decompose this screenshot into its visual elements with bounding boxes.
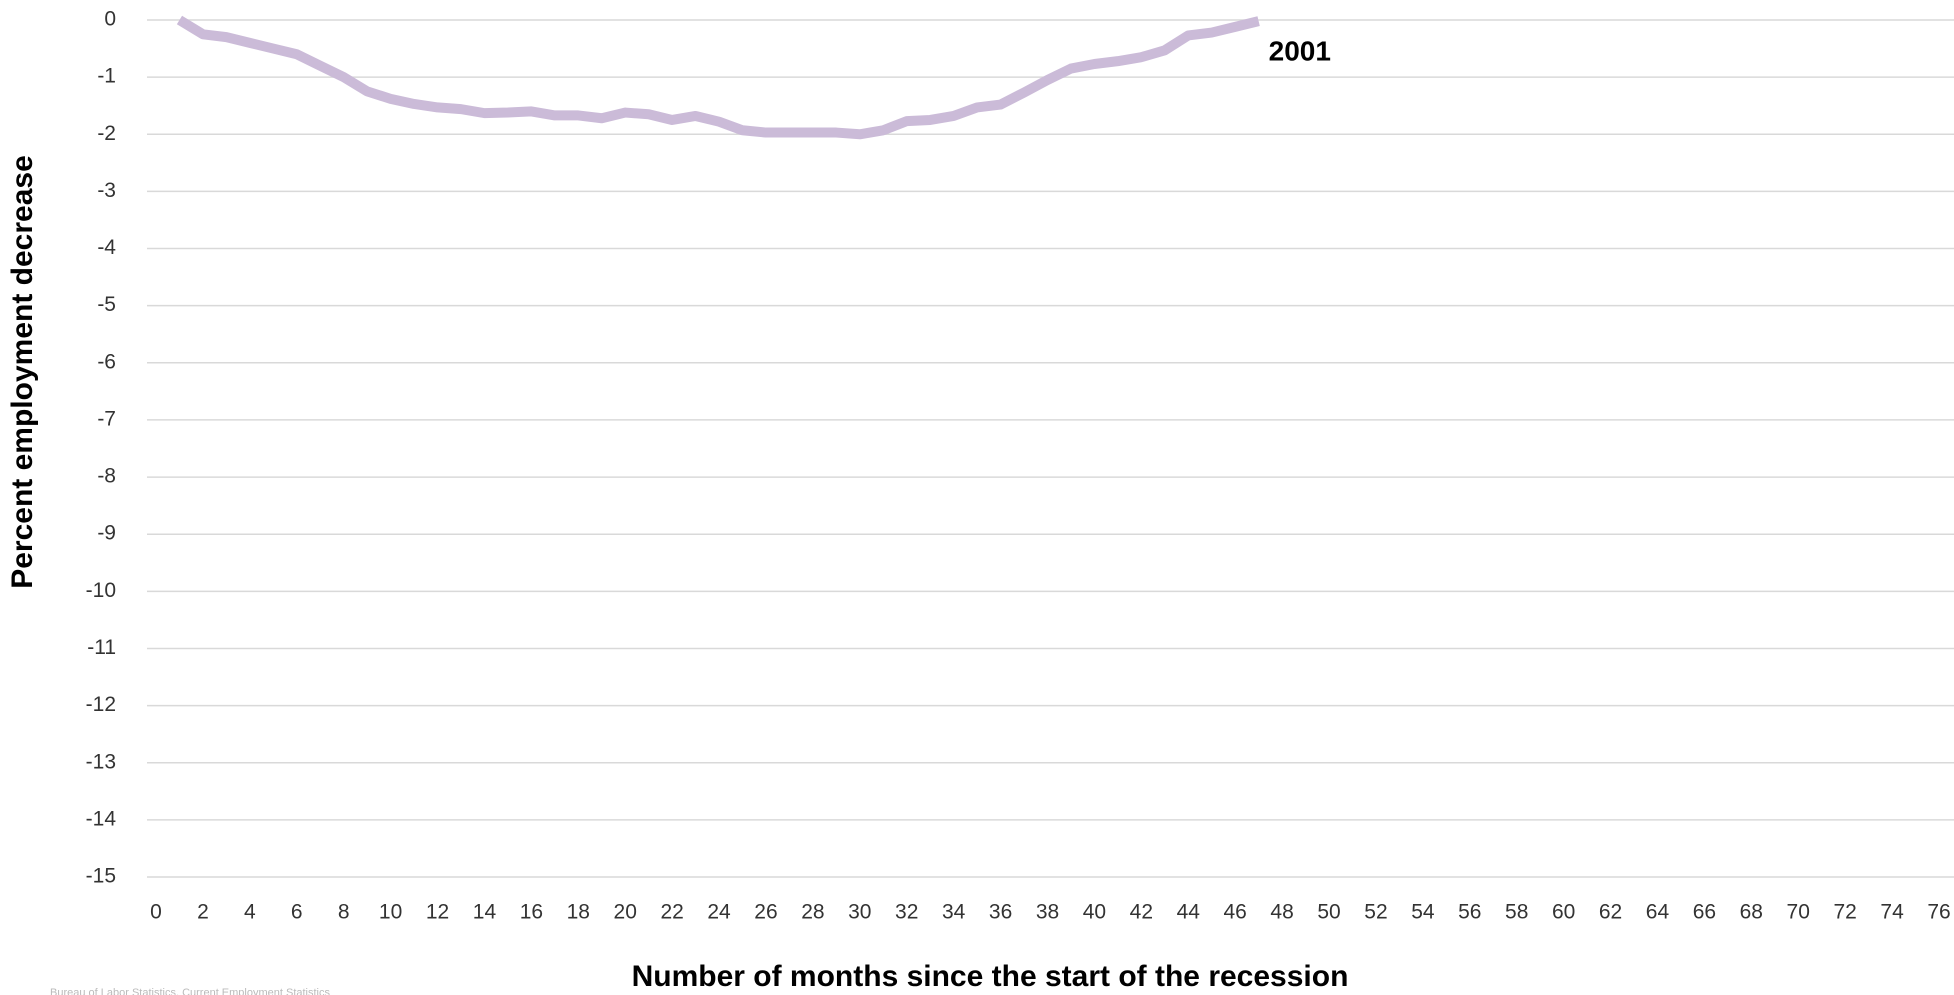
x-tick-label: 22 (660, 901, 683, 924)
x-tick-label: 72 (1833, 901, 1856, 924)
x-tick-label: 16 (520, 901, 543, 924)
x-tick-label: 40 (1083, 901, 1106, 924)
x-tick-label: 12 (426, 901, 449, 924)
x-tick-label: 38 (1036, 901, 1059, 924)
x-tick-label: 14 (473, 901, 497, 924)
x-tick-label: 6 (291, 901, 303, 924)
x-tick-label: 52 (1364, 901, 1387, 924)
y-tick-label: -12 (86, 693, 116, 716)
y-tick-label: -9 (97, 522, 116, 545)
x-tick-label: 2 (197, 901, 209, 924)
series-label: 2001 (1269, 36, 1331, 67)
x-tick-label: 20 (614, 901, 637, 924)
y-tick-label: -13 (86, 750, 116, 773)
y-tick-label: -7 (97, 407, 116, 430)
y-tick-label: -1 (97, 65, 116, 88)
x-tick-label: 4 (244, 901, 256, 924)
x-tick-label: 68 (1740, 901, 1763, 924)
y-tick-label: -4 (97, 236, 116, 259)
x-tick-label: 8 (338, 901, 350, 924)
x-tick-label: 50 (1317, 901, 1340, 924)
source-note: Bureau of Labor Statistics, Current Empl… (50, 987, 331, 995)
y-tick-label: -14 (86, 807, 117, 830)
y-tick-label: -11 (87, 636, 116, 659)
x-axis-label: Number of months since the start of the … (632, 960, 1349, 993)
y-tick-label: -2 (97, 122, 116, 145)
x-tick-label: 24 (707, 901, 731, 924)
x-tick-label: 0 (150, 901, 162, 924)
y-tick-label: 0 (104, 8, 116, 31)
x-tick-label: 56 (1458, 901, 1481, 924)
y-tick-label: -3 (97, 179, 116, 202)
y-tick-label: -15 (86, 865, 116, 888)
y-tick-label: -6 (97, 350, 116, 373)
x-tick-label: 60 (1552, 901, 1575, 924)
x-tick-label: 42 (1130, 901, 1153, 924)
x-tick-label: 18 (567, 901, 590, 924)
y-axis-label: Percent employment decrease (6, 155, 39, 589)
x-tick-label: 32 (895, 901, 918, 924)
x-tick-label: 62 (1599, 901, 1622, 924)
x-tick-label: 28 (801, 901, 824, 924)
y-tick-label: -8 (97, 465, 116, 488)
x-tick-label: 74 (1880, 901, 1904, 924)
x-tick-label: 54 (1411, 901, 1435, 924)
series-line (176, 15, 1260, 140)
x-tick-label: 44 (1177, 901, 1201, 924)
x-tick-label: 70 (1787, 901, 1810, 924)
x-tick-label: 46 (1224, 901, 1247, 924)
y-tick-label: -5 (97, 293, 116, 316)
y-tick-label: -10 (86, 579, 116, 602)
x-tick-label: 26 (754, 901, 777, 924)
x-tick-label: 58 (1505, 901, 1528, 924)
x-tick-label: 36 (989, 901, 1012, 924)
x-tick-label: 34 (942, 901, 966, 924)
x-tick-label: 76 (1927, 901, 1950, 924)
x-tick-label: 30 (848, 901, 871, 924)
x-tick-label: 66 (1693, 901, 1716, 924)
x-tick-label: 10 (379, 901, 402, 924)
x-tick-label: 64 (1646, 901, 1670, 924)
x-tick-label: 48 (1270, 901, 1293, 924)
